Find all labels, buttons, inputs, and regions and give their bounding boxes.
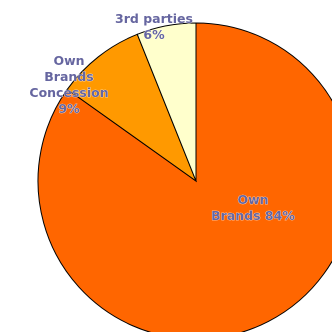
data-label-line: 6%	[143, 27, 165, 42]
data-label-own-brands-concession: Own Brands Concession 9%	[29, 53, 108, 116]
data-label-line: Brands	[44, 69, 93, 84]
data-label-line: Own	[237, 192, 268, 207]
data-label-line: Concession	[29, 85, 108, 100]
data-label-line: 3rd parties	[115, 11, 193, 26]
data-label-line: Brands 84%	[211, 208, 295, 223]
pie-slice-own-brands-concession	[66, 33, 198, 183]
data-label-line: Own	[53, 53, 84, 68]
pie-slice-own-brands	[37, 22, 332, 332]
data-label-own-brands: Own Brands 84%	[211, 192, 295, 223]
data-label-third-parties: 3rd parties 6%	[115, 11, 193, 42]
pie-slice-third-parties	[136, 22, 197, 182]
data-label-line: 9%	[58, 101, 80, 116]
